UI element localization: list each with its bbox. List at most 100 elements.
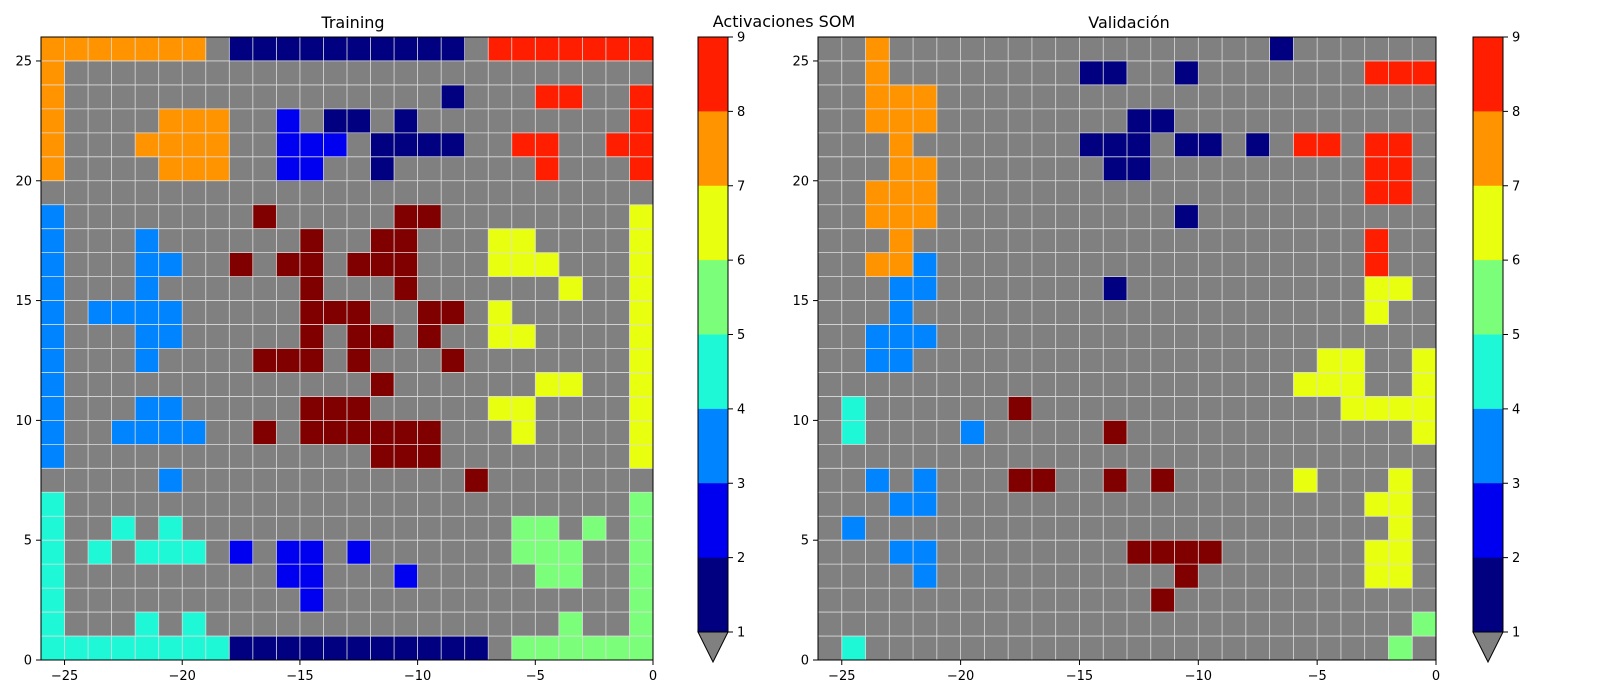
colorbar-tick-label: 5 xyxy=(1512,328,1520,343)
colorbar-tick-label: 5 xyxy=(737,328,745,343)
heatmap-cell xyxy=(323,37,348,62)
heatmap-cell xyxy=(558,372,583,397)
heatmap-cell xyxy=(299,37,324,62)
heatmap-cell xyxy=(205,636,230,661)
heatmap-cell xyxy=(370,636,395,661)
heatmap-cell xyxy=(535,252,560,278)
heatmap-cell xyxy=(323,636,348,661)
figure-suptitle: Activaciones SOM xyxy=(713,12,855,31)
colorbar-segment xyxy=(1473,557,1503,633)
heatmap-cell xyxy=(913,468,938,493)
heatmap-cell xyxy=(41,444,65,469)
heatmap-cell xyxy=(889,252,914,278)
heatmap-cell xyxy=(252,348,277,373)
heatmap-cell xyxy=(1150,540,1175,565)
heatmap-cell xyxy=(182,37,207,62)
validation-axes-frame xyxy=(817,36,1437,661)
heatmap-cell xyxy=(417,204,442,230)
heatmap-cell xyxy=(41,84,65,110)
heatmap-cell xyxy=(913,492,938,517)
heatmap-cell xyxy=(841,636,866,661)
heatmap-cell xyxy=(1364,492,1389,517)
heatmap-cell xyxy=(347,636,371,661)
heatmap-cell xyxy=(889,204,914,230)
heatmap-cell xyxy=(511,636,536,661)
heatmap-cell xyxy=(111,636,136,661)
heatmap-cell xyxy=(299,252,324,278)
heatmap-cell xyxy=(629,37,654,62)
heatmap-cell xyxy=(865,108,890,134)
heatmap-cell xyxy=(158,396,183,421)
heatmap-cell xyxy=(299,540,324,565)
heatmap-cell xyxy=(41,108,65,134)
heatmap-cell xyxy=(41,276,65,301)
heatmap-cell xyxy=(913,156,938,182)
heatmap-cell xyxy=(182,540,207,565)
heatmap-cell xyxy=(276,252,301,278)
heatmap-cell xyxy=(299,564,324,589)
heatmap-cell xyxy=(276,156,301,182)
heatmap-cell xyxy=(1103,420,1128,445)
heatmap-cell xyxy=(370,37,395,62)
heatmap-cell xyxy=(394,37,419,62)
heatmap-cell xyxy=(299,348,324,373)
heatmap-cell xyxy=(394,444,419,469)
heatmap-cell xyxy=(299,396,324,421)
heatmap-cell xyxy=(629,228,654,254)
colorbar-segment xyxy=(1473,185,1503,261)
heatmap-cell xyxy=(1340,396,1366,421)
heatmap-cell xyxy=(417,300,442,325)
training-ticks: −25 −20 −15 −10 −5 0 0 5 10 15 20 25 xyxy=(15,54,657,684)
heatmap-cell xyxy=(347,300,371,325)
heatmap-cell xyxy=(323,396,348,421)
colorbar-tick-label: 1 xyxy=(737,626,745,641)
heatmap-cell xyxy=(582,516,607,541)
heatmap-cell xyxy=(158,156,183,182)
y-tick-label: 0 xyxy=(24,654,32,669)
heatmap-cell xyxy=(441,84,466,110)
heatmap-cell xyxy=(865,468,890,493)
heatmap-cell xyxy=(299,324,324,349)
heatmap-cell xyxy=(158,252,183,278)
heatmap-cell xyxy=(370,324,395,349)
heatmap-cell xyxy=(1364,60,1389,86)
heatmap-cell xyxy=(535,636,560,661)
validation-gridlines xyxy=(817,36,1437,661)
heatmap-cell xyxy=(558,636,583,661)
heatmap-cell xyxy=(1340,372,1366,397)
heatmap-cell xyxy=(229,37,254,62)
heatmap-cell xyxy=(394,564,419,589)
heatmap-cell xyxy=(276,564,301,589)
heatmap-cell xyxy=(323,300,348,325)
heatmap-cell xyxy=(535,372,560,397)
heatmap-cell xyxy=(629,444,654,469)
heatmap-cell xyxy=(1103,156,1128,182)
heatmap-cell xyxy=(629,564,654,589)
heatmap-cell xyxy=(417,132,442,158)
heatmap-cell xyxy=(41,372,65,397)
heatmap-cell xyxy=(1127,156,1152,182)
heatmap-cell xyxy=(205,108,230,134)
heatmap-cell xyxy=(347,396,371,421)
heatmap-cell xyxy=(41,204,65,230)
heatmap-cell xyxy=(629,372,654,397)
heatmap-cell xyxy=(88,37,113,62)
heatmap-cell xyxy=(41,516,65,541)
validation-title: Validación xyxy=(1088,13,1170,32)
heatmap-cell xyxy=(1364,132,1389,158)
heatmap-cell xyxy=(135,132,160,158)
heatmap-cell xyxy=(889,228,914,254)
heatmap-cell xyxy=(511,540,536,565)
heatmap-cell xyxy=(1412,348,1437,373)
heatmap-cell xyxy=(158,324,183,349)
heatmap-cell xyxy=(135,540,160,565)
heatmap-cell xyxy=(889,132,914,158)
heatmap-cell xyxy=(511,396,536,421)
colorbar-tick-label: 6 xyxy=(737,254,745,269)
colorbar-tick-label: 9 xyxy=(737,31,745,46)
heatmap-cell xyxy=(629,324,654,349)
colorbar-segment xyxy=(698,37,728,112)
heatmap-cell xyxy=(865,324,890,349)
heatmap-cell xyxy=(865,252,890,278)
heatmap-cell xyxy=(1293,132,1318,158)
